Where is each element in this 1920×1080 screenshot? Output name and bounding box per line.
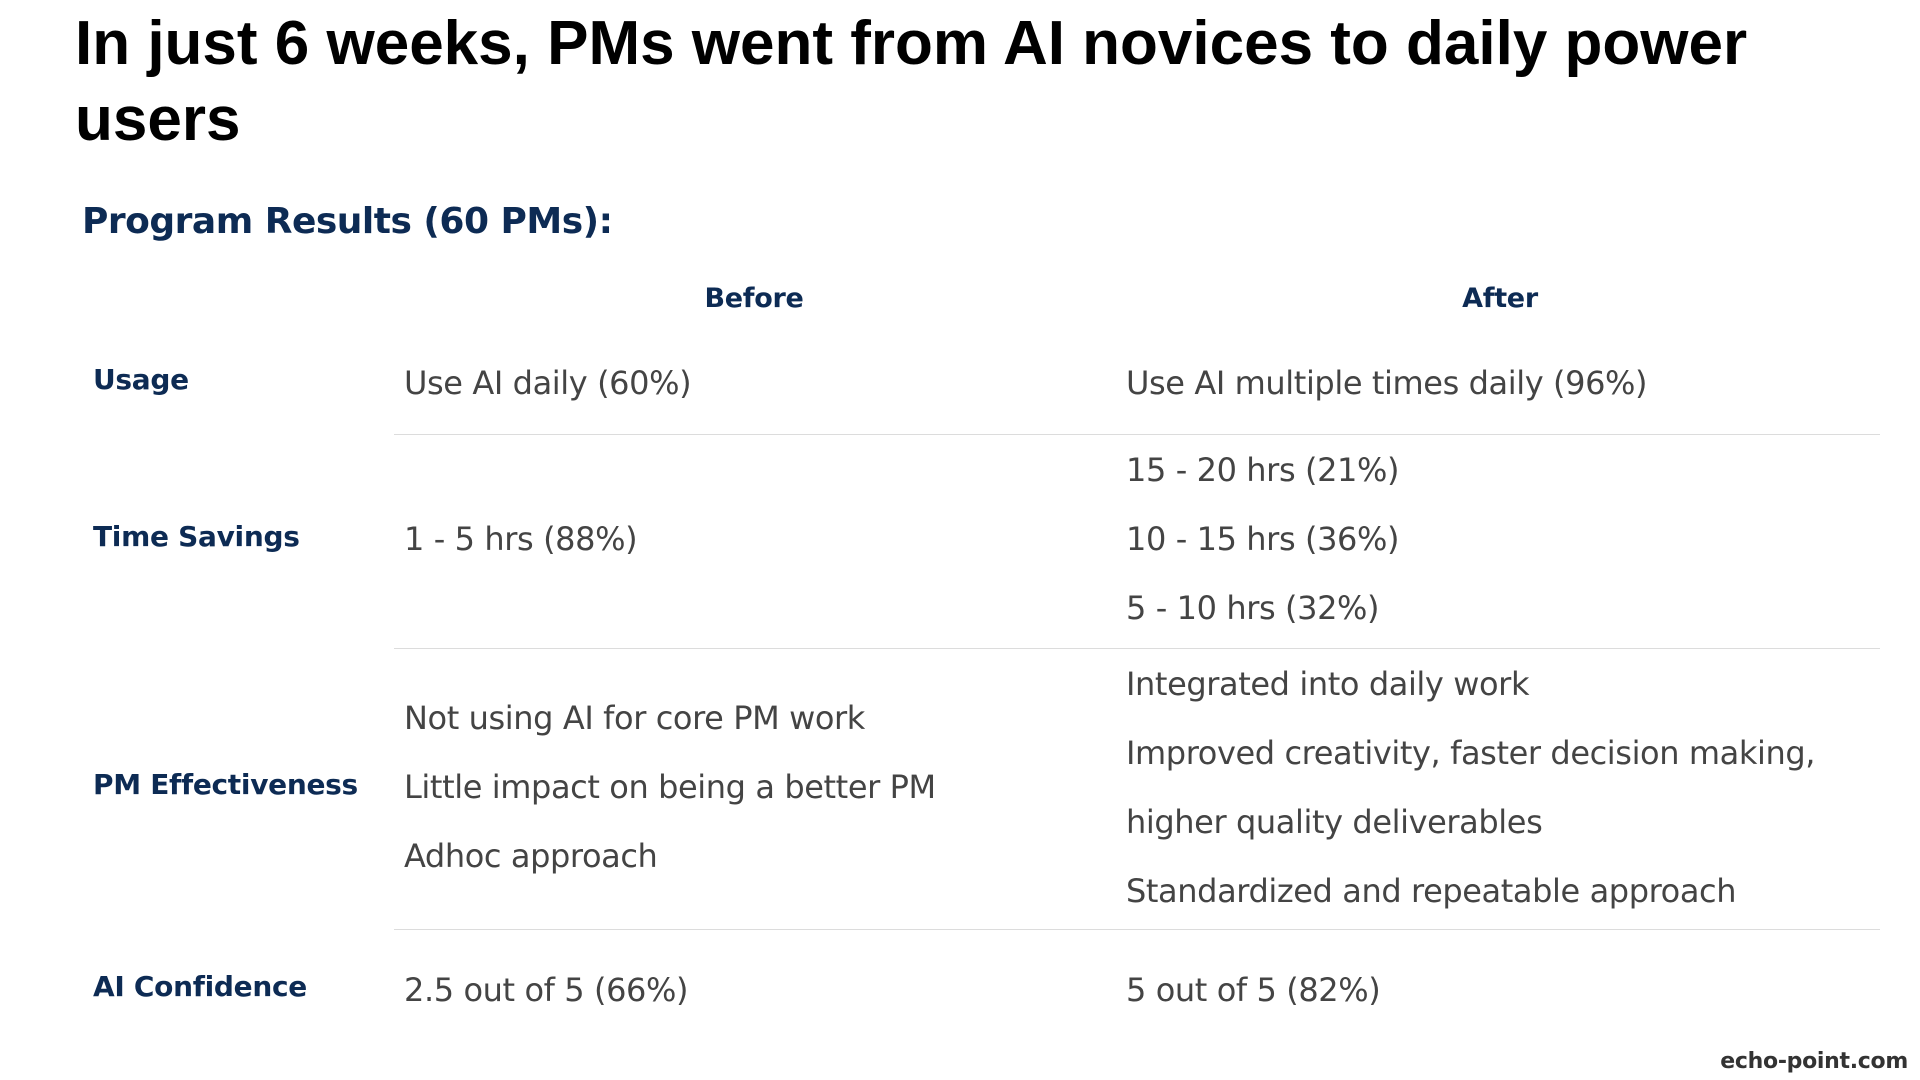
cell-line: Not using AI for core PM work	[404, 699, 865, 737]
cell-line: Use AI multiple times daily (96%)	[1126, 364, 1648, 402]
cell-usage-before: Use AI daily (60%)	[404, 349, 1104, 418]
cell-line: Integrated into daily work	[1126, 665, 1530, 703]
row-label-time-savings: Time Savings	[93, 520, 300, 553]
cell-time-savings-before: 1 - 5 hrs (88%)	[404, 505, 1104, 574]
cell-line: 15 - 20 hrs (21%)	[1126, 451, 1400, 489]
slide-title: In just 6 weeks, PMs went from AI novice…	[75, 9, 1748, 154]
cell-line: Improved creativity, faster decision mak…	[1126, 734, 1816, 772]
row-divider	[394, 929, 1880, 930]
cell-line: Little impact on being a better PM	[404, 768, 936, 806]
column-header-after: After	[1462, 283, 1538, 314]
cell-pm-effectiveness-after: Integrated into daily work Improved crea…	[1126, 650, 1886, 926]
footer-website: echo-point.com	[1720, 1049, 1908, 1074]
section-subtitle: Program Results (60 PMs):	[82, 201, 613, 242]
cell-pm-effectiveness-before: Not using AI for core PM work Little imp…	[404, 684, 1104, 891]
cell-line: Standardized and repeatable approach	[1126, 872, 1737, 910]
cell-ai-confidence-after: 5 out of 5 (82%)	[1126, 956, 1886, 1025]
cell-time-savings-after: 15 - 20 hrs (21%) 10 - 15 hrs (36%) 5 - …	[1126, 436, 1886, 643]
cell-line: Adhoc approach	[404, 837, 658, 875]
cell-usage-after: Use AI multiple times daily (96%)	[1126, 349, 1886, 418]
cell-line: 5 - 10 hrs (32%)	[1126, 589, 1380, 627]
cell-ai-confidence-before: 2.5 out of 5 (66%)	[404, 956, 1104, 1025]
cell-line: 2.5 out of 5 (66%)	[404, 971, 689, 1009]
row-divider	[394, 434, 1880, 435]
row-label-ai-confidence: AI Confidence	[93, 970, 307, 1003]
cell-line: 5 out of 5 (82%)	[1126, 971, 1381, 1009]
cell-line: 1 - 5 hrs (88%)	[404, 520, 638, 558]
row-label-pm-effectiveness: PM Effectiveness	[93, 768, 358, 801]
cell-line: 10 - 15 hrs (36%)	[1126, 520, 1400, 558]
row-label-usage: Usage	[93, 363, 189, 396]
row-divider	[394, 648, 1880, 649]
column-header-before: Before	[704, 283, 804, 314]
cell-line: Use AI daily (60%)	[404, 364, 692, 402]
cell-line: higher quality deliverables	[1126, 803, 1543, 841]
